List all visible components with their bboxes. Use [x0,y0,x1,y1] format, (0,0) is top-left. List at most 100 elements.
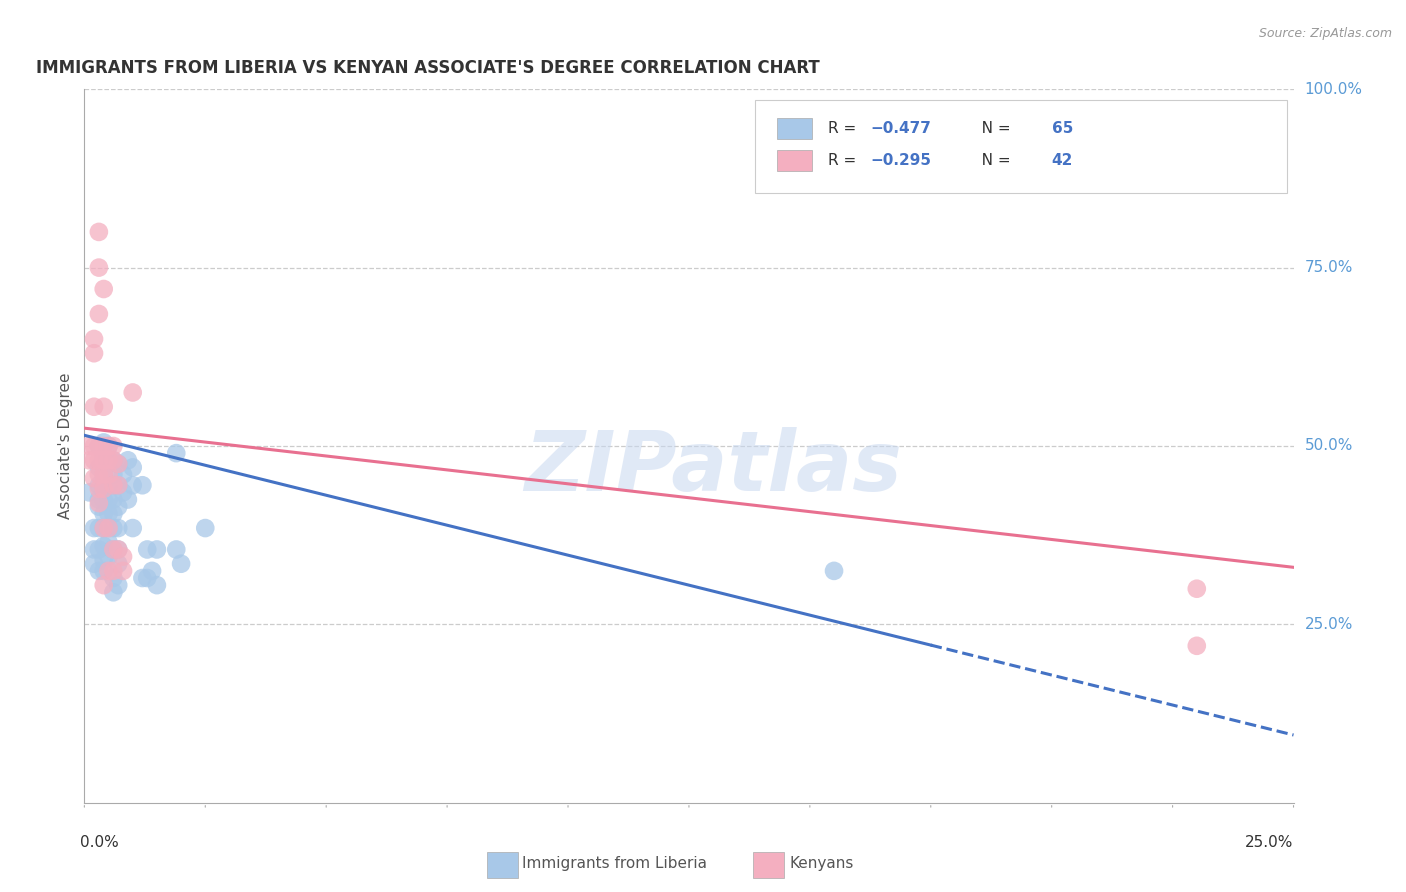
Point [93,553,115,567]
FancyBboxPatch shape [778,150,813,171]
Point [97,453,120,467]
Point [112,549,135,564]
Point [117,492,139,507]
Point [146,542,169,557]
Point [107,557,129,571]
Text: N =: N = [967,153,1015,168]
Point [103,467,125,482]
Point [77,439,100,453]
Text: 25.0%: 25.0% [1305,617,1353,632]
Text: ZIPatlas: ZIPatlas [524,427,903,508]
Point [121,460,143,475]
Point [107,521,129,535]
Point [87,521,110,535]
FancyBboxPatch shape [486,852,519,878]
Point [107,542,129,557]
Point [146,578,169,592]
FancyBboxPatch shape [778,118,813,139]
Point [1185,582,1208,596]
Point [93,507,115,521]
Point [93,400,115,414]
Point [170,557,193,571]
Point [87,439,110,453]
Point [93,282,115,296]
Point [93,539,115,553]
Point [93,439,115,453]
Text: 25.0%: 25.0% [1246,835,1294,850]
Point [107,578,129,592]
Point [97,457,120,471]
Point [93,450,115,464]
Point [97,507,120,521]
Point [131,571,153,585]
Point [93,467,115,482]
Point [823,564,845,578]
Text: 50.0%: 50.0% [1305,439,1353,453]
Point [97,478,120,492]
Point [117,453,139,467]
Point [87,460,110,475]
Point [121,478,143,492]
Point [107,478,129,492]
Point [77,453,100,467]
Point [194,521,217,535]
Point [93,564,115,578]
Text: Kenyans: Kenyans [789,856,853,871]
Point [103,478,125,492]
Point [97,439,120,453]
Point [1185,639,1208,653]
Point [103,453,125,467]
Point [83,471,105,485]
Point [93,578,115,592]
Text: N =: N = [967,121,1015,136]
Point [87,492,110,507]
Point [107,457,129,471]
Point [93,521,115,535]
Point [93,467,115,482]
Point [83,332,105,346]
Point [93,521,115,535]
Point [93,478,115,492]
Point [107,542,129,557]
Point [112,467,135,482]
Text: 75.0%: 75.0% [1305,260,1353,275]
Point [131,478,153,492]
Point [83,542,105,557]
Y-axis label: Associate's Degree: Associate's Degree [58,373,73,519]
Point [97,564,120,578]
Point [103,453,125,467]
Point [136,571,159,585]
Point [87,260,110,275]
Point [103,478,125,492]
Point [141,564,163,578]
Text: R =: R = [828,153,860,168]
Point [121,521,143,535]
Point [112,485,135,500]
Point [103,542,125,557]
FancyBboxPatch shape [755,100,1288,193]
Text: −0.477: −0.477 [870,121,931,136]
Point [97,439,120,453]
Point [103,585,125,599]
Point [83,453,105,467]
Point [103,542,125,557]
Point [107,500,129,514]
Point [97,467,120,482]
Point [97,549,120,564]
Point [112,564,135,578]
Text: 42: 42 [1052,153,1073,168]
Text: −0.295: −0.295 [870,153,931,168]
Point [87,307,110,321]
Point [103,439,125,453]
Point [103,564,125,578]
Point [165,542,187,557]
Point [136,542,159,557]
Point [83,557,105,571]
Point [77,485,100,500]
Point [87,500,110,514]
Point [83,346,105,360]
Point [93,482,115,496]
Point [107,457,129,471]
Point [83,400,105,414]
Point [103,492,125,507]
